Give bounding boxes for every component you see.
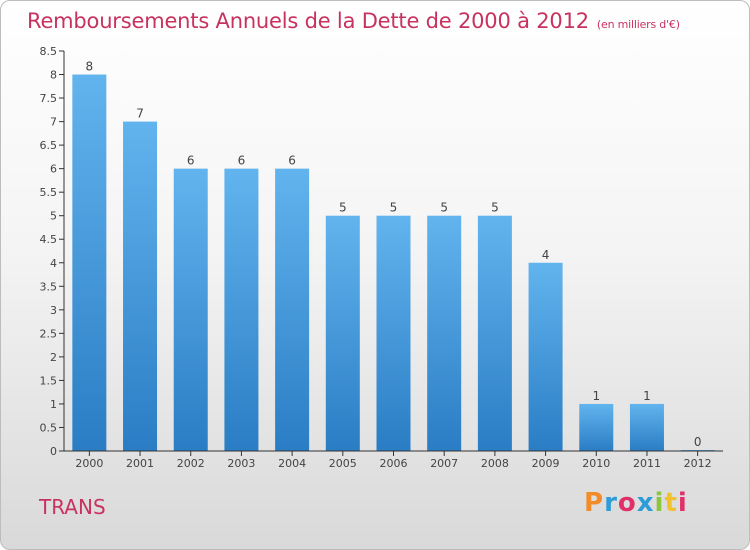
y-tick-label: 1 <box>50 398 57 411</box>
x-tick-label: 2010 <box>582 457 610 470</box>
bar <box>376 215 411 451</box>
bar <box>72 74 107 451</box>
y-tick-label: 6 <box>50 163 57 176</box>
x-tick-label: 2011 <box>633 457 661 470</box>
bar-value-label: 6 <box>187 154 195 168</box>
bar-value-label: 5 <box>440 201 448 215</box>
x-tick-label: 2005 <box>329 457 357 470</box>
chart-subtitle: (en milliers d'€) <box>596 18 680 31</box>
y-tick-label: 4 <box>50 257 57 270</box>
bar <box>224 168 259 451</box>
y-tick-label: 2 <box>50 351 57 364</box>
bar <box>528 262 563 451</box>
bar-value-label: 1 <box>592 389 600 403</box>
y-tick-label: 2.5 <box>40 327 58 340</box>
y-tick-label: 5.5 <box>40 186 58 199</box>
logo-letter: i <box>677 488 688 518</box>
logo-letter: t <box>664 488 678 518</box>
y-tick-label: 3.5 <box>40 280 58 293</box>
bar-value-label: 5 <box>339 201 347 215</box>
bar <box>325 215 360 451</box>
y-tick-label: 4.5 <box>40 233 58 246</box>
x-tick-label: 2004 <box>278 457 306 470</box>
bar-value-label: 1 <box>643 389 651 403</box>
y-tick-label: 6.5 <box>40 139 58 152</box>
x-axis: 2000 2001 2002 2003 2004 2005 2006 2007 2008 2009… <box>64 450 723 470</box>
y-tick-label: 7.5 <box>40 92 58 105</box>
bar <box>123 121 158 452</box>
logo-letter: P <box>584 488 605 518</box>
x-tick-label: 2009 <box>532 457 560 470</box>
bar <box>275 168 310 451</box>
y-tick-label: 0.5 <box>40 421 58 434</box>
chart-title-text: Remboursements Annuels de la Dette de 20… <box>27 9 589 33</box>
bar <box>427 215 462 451</box>
bar-value-label: 6 <box>238 154 246 168</box>
x-tick-label: 2000 <box>75 457 103 470</box>
y-tick-label: 5 <box>50 210 57 223</box>
bar <box>477 215 512 451</box>
logo-letter: i <box>654 488 665 518</box>
bar-value-label: 7 <box>136 107 144 121</box>
bar-value-label: 5 <box>491 201 499 215</box>
y-axis: 0 0.5 1 1.5 2 2.5 3 3.5 4 4.5 5 5.5 6 6.5 7 7.5 8 8.5 <box>40 45 65 458</box>
y-tick-label: 8.5 <box>40 45 58 58</box>
x-tick-label: 2003 <box>227 457 255 470</box>
y-tick-label: 7 <box>50 116 57 129</box>
x-tick-label: 2008 <box>481 457 509 470</box>
bar-value-label: 4 <box>542 248 550 262</box>
chart-title: Remboursements Annuels de la Dette de 20… <box>27 9 680 33</box>
bar <box>173 168 208 451</box>
bars-group: 8 7 6 6 6 5 5 5 5 4 1 1 0 <box>72 60 715 452</box>
bar <box>579 403 614 451</box>
bar-value-label: 0 <box>694 435 702 449</box>
bar-value-label: 8 <box>86 60 94 74</box>
logo-letter: r <box>604 488 618 518</box>
y-tick-label: 3 <box>50 304 57 317</box>
bar-value-label: 6 <box>288 154 296 168</box>
y-tick-label: 8 <box>50 69 57 82</box>
x-tick-label: 2002 <box>177 457 205 470</box>
proxiti-logo: Proxiti <box>584 488 688 518</box>
bar <box>629 403 664 451</box>
x-tick-label: 2006 <box>380 457 408 470</box>
y-tick-label: 0 <box>50 445 57 458</box>
x-tick-label: 2012 <box>684 457 712 470</box>
entity-name: TRANS <box>39 495 106 519</box>
bar-value-label: 5 <box>390 201 398 215</box>
x-tick-label: 2001 <box>126 457 154 470</box>
logo-letter: o <box>617 488 637 518</box>
x-tick-label: 2007 <box>430 457 458 470</box>
logo-letter: x <box>636 488 655 518</box>
y-tick-label: 1.5 <box>40 374 58 387</box>
